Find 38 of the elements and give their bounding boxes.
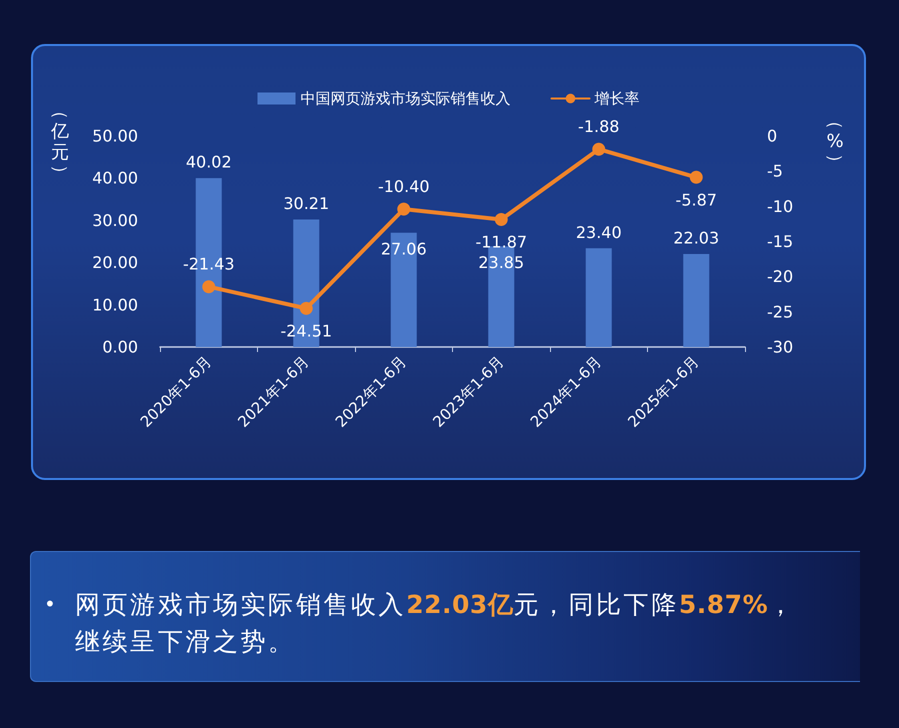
y-tick-label: 0.00 [102,338,138,356]
point [494,212,508,226]
data-label: -1.88 [578,117,620,136]
point [300,302,313,315]
data-label: 30.21 [283,194,330,214]
bar [683,254,710,347]
y-tick-label: 10.00 [92,295,138,314]
point [202,280,216,294]
y-tick-label: 30.00 [92,210,138,230]
y-tick-label: 50.00 [92,126,138,146]
y2-tick-label: -25 [767,302,794,322]
y-tick-label: 20.00 [92,253,138,272]
y2-tick-label: -30 [767,338,794,356]
y2-tick-label: 0 [767,126,778,146]
data-label: -5.87 [676,190,717,210]
y-axis-title: （亿元） [49,100,71,184]
data-label: -11.87 [475,232,528,252]
data-label: -10.40 [378,177,430,196]
data-label: 23.85 [478,252,524,272]
legend-label: 中国网页游戏市场实际销售收入 [300,90,510,108]
data-label: -21.43 [182,254,235,274]
y2-tick-label: -20 [767,267,794,286]
note-card: • 网页游戏市场实际销售收入22.03亿元，同比下降5.87%，继续呈下滑之势。 [30,551,860,682]
data-label: 27.06 [380,239,427,258]
data-label: 22.03 [673,228,720,248]
data-label: 40.02 [186,152,232,172]
y2-axis-title: （%） [824,110,846,174]
data-label: -24.51 [280,321,332,340]
point [690,170,703,184]
y2-tick-label: -10 [767,196,794,216]
y-tick-label: 40.00 [92,168,138,188]
point [397,202,410,216]
point [592,142,606,156]
legend-label: 增长率 [594,90,640,108]
data-label: 23.40 [576,222,622,242]
bar [586,248,612,347]
y2-tick-label: -5 [767,162,783,181]
y2-tick-label: -15 [767,232,794,251]
